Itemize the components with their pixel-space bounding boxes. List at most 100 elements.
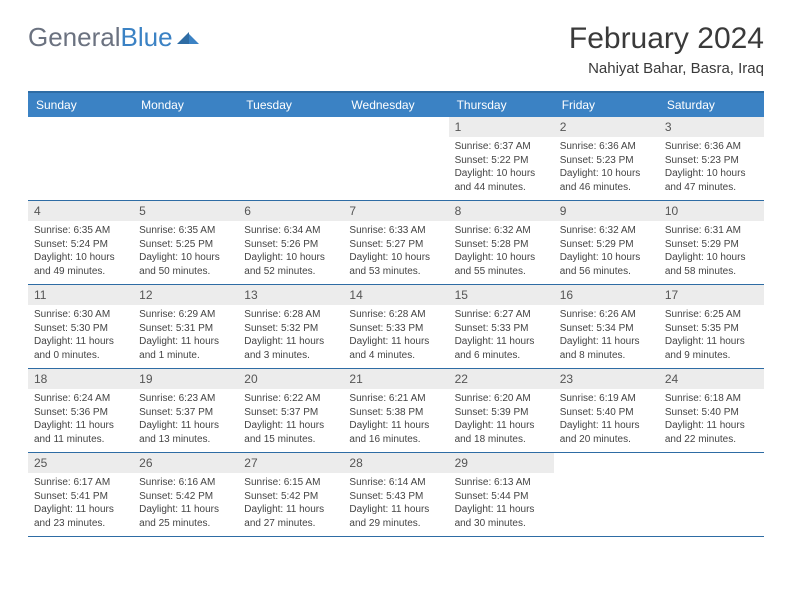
day-info: Sunrise: 6:23 AMSunset: 5:37 PMDaylight:…: [133, 389, 238, 452]
calendar-cell: 18Sunrise: 6:24 AMSunset: 5:36 PMDayligh…: [28, 369, 133, 452]
day-number: 23: [554, 369, 659, 389]
day-header-cell: Sunday: [28, 93, 133, 117]
day-number: 25: [28, 453, 133, 473]
calendar-cell: 8Sunrise: 6:32 AMSunset: 5:28 PMDaylight…: [449, 201, 554, 284]
calendar-cell: 12Sunrise: 6:29 AMSunset: 5:31 PMDayligh…: [133, 285, 238, 368]
calendar-cell: 26Sunrise: 6:16 AMSunset: 5:42 PMDayligh…: [133, 453, 238, 536]
calendar-cell: 24Sunrise: 6:18 AMSunset: 5:40 PMDayligh…: [659, 369, 764, 452]
day-header-row: SundayMondayTuesdayWednesdayThursdayFrid…: [28, 93, 764, 117]
day-info: Sunrise: 6:32 AMSunset: 5:28 PMDaylight:…: [449, 221, 554, 284]
calendar: SundayMondayTuesdayWednesdayThursdayFrid…: [28, 91, 764, 537]
logo-icon: [177, 28, 205, 48]
calendar-cell: 1Sunrise: 6:37 AMSunset: 5:22 PMDaylight…: [449, 117, 554, 200]
day-number: 17: [659, 285, 764, 305]
day-header-cell: Friday: [554, 93, 659, 117]
calendar-cell: 27Sunrise: 6:15 AMSunset: 5:42 PMDayligh…: [238, 453, 343, 536]
day-number: 29: [449, 453, 554, 473]
calendar-cell: 21Sunrise: 6:21 AMSunset: 5:38 PMDayligh…: [343, 369, 448, 452]
calendar-cell: 6Sunrise: 6:34 AMSunset: 5:26 PMDaylight…: [238, 201, 343, 284]
title-block: February 2024 Nahiyat Bahar, Basra, Iraq: [569, 22, 764, 77]
calendar-cell: 29Sunrise: 6:13 AMSunset: 5:44 PMDayligh…: [449, 453, 554, 536]
day-number: 7: [343, 201, 448, 221]
day-info: Sunrise: 6:35 AMSunset: 5:24 PMDaylight:…: [28, 221, 133, 284]
calendar-cell: .: [659, 453, 764, 536]
logo: GeneralBlue: [28, 22, 205, 53]
day-number: 5: [133, 201, 238, 221]
day-info: Sunrise: 6:35 AMSunset: 5:25 PMDaylight:…: [133, 221, 238, 284]
week-row: . . . . 1Sunrise: 6:37 AMSunset: 5:22 PM…: [28, 117, 764, 201]
day-number: 10: [659, 201, 764, 221]
day-number: 15: [449, 285, 554, 305]
day-info: Sunrise: 6:25 AMSunset: 5:35 PMDaylight:…: [659, 305, 764, 368]
calendar-cell: .: [554, 453, 659, 536]
day-number: 26: [133, 453, 238, 473]
calendar-cell: 23Sunrise: 6:19 AMSunset: 5:40 PMDayligh…: [554, 369, 659, 452]
calendar-cell: 15Sunrise: 6:27 AMSunset: 5:33 PMDayligh…: [449, 285, 554, 368]
day-info: Sunrise: 6:33 AMSunset: 5:27 PMDaylight:…: [343, 221, 448, 284]
week-row: 25Sunrise: 6:17 AMSunset: 5:41 PMDayligh…: [28, 453, 764, 537]
day-info: Sunrise: 6:29 AMSunset: 5:31 PMDaylight:…: [133, 305, 238, 368]
page-header: GeneralBlue February 2024 Nahiyat Bahar,…: [28, 22, 764, 77]
day-header-cell: Monday: [133, 93, 238, 117]
day-info: Sunrise: 6:18 AMSunset: 5:40 PMDaylight:…: [659, 389, 764, 452]
day-info: Sunrise: 6:31 AMSunset: 5:29 PMDaylight:…: [659, 221, 764, 284]
calendar-cell: 17Sunrise: 6:25 AMSunset: 5:35 PMDayligh…: [659, 285, 764, 368]
day-number: 9: [554, 201, 659, 221]
day-info: Sunrise: 6:22 AMSunset: 5:37 PMDaylight:…: [238, 389, 343, 452]
calendar-cell: 2Sunrise: 6:36 AMSunset: 5:23 PMDaylight…: [554, 117, 659, 200]
week-row: 4Sunrise: 6:35 AMSunset: 5:24 PMDaylight…: [28, 201, 764, 285]
day-info: Sunrise: 6:28 AMSunset: 5:33 PMDaylight:…: [343, 305, 448, 368]
calendar-cell: 5Sunrise: 6:35 AMSunset: 5:25 PMDaylight…: [133, 201, 238, 284]
calendar-cell: 11Sunrise: 6:30 AMSunset: 5:30 PMDayligh…: [28, 285, 133, 368]
day-info: Sunrise: 6:30 AMSunset: 5:30 PMDaylight:…: [28, 305, 133, 368]
calendar-cell: 16Sunrise: 6:26 AMSunset: 5:34 PMDayligh…: [554, 285, 659, 368]
day-header-cell: Tuesday: [238, 93, 343, 117]
day-info: Sunrise: 6:36 AMSunset: 5:23 PMDaylight:…: [554, 137, 659, 200]
day-number: 8: [449, 201, 554, 221]
day-number: 19: [133, 369, 238, 389]
calendar-cell: 25Sunrise: 6:17 AMSunset: 5:41 PMDayligh…: [28, 453, 133, 536]
day-number: 4: [28, 201, 133, 221]
calendar-cell: .: [238, 117, 343, 200]
day-number: 3: [659, 117, 764, 137]
logo-text-general: General: [28, 22, 121, 53]
day-header-cell: Saturday: [659, 93, 764, 117]
day-info: Sunrise: 6:20 AMSunset: 5:39 PMDaylight:…: [449, 389, 554, 452]
calendar-cell: 9Sunrise: 6:32 AMSunset: 5:29 PMDaylight…: [554, 201, 659, 284]
logo-text-blue: Blue: [121, 22, 173, 53]
day-number: 6: [238, 201, 343, 221]
day-number: 18: [28, 369, 133, 389]
calendar-cell: 20Sunrise: 6:22 AMSunset: 5:37 PMDayligh…: [238, 369, 343, 452]
calendar-cell: 28Sunrise: 6:14 AMSunset: 5:43 PMDayligh…: [343, 453, 448, 536]
day-info: Sunrise: 6:13 AMSunset: 5:44 PMDaylight:…: [449, 473, 554, 536]
day-number: 21: [343, 369, 448, 389]
day-number: 24: [659, 369, 764, 389]
day-info: Sunrise: 6:21 AMSunset: 5:38 PMDaylight:…: [343, 389, 448, 452]
day-info: Sunrise: 6:26 AMSunset: 5:34 PMDaylight:…: [554, 305, 659, 368]
calendar-cell: 3Sunrise: 6:36 AMSunset: 5:23 PMDaylight…: [659, 117, 764, 200]
day-number: 11: [28, 285, 133, 305]
calendar-cell: .: [133, 117, 238, 200]
calendar-cell: 13Sunrise: 6:28 AMSunset: 5:32 PMDayligh…: [238, 285, 343, 368]
day-info: Sunrise: 6:15 AMSunset: 5:42 PMDaylight:…: [238, 473, 343, 536]
day-info: Sunrise: 6:28 AMSunset: 5:32 PMDaylight:…: [238, 305, 343, 368]
calendar-cell: 4Sunrise: 6:35 AMSunset: 5:24 PMDaylight…: [28, 201, 133, 284]
day-info: Sunrise: 6:19 AMSunset: 5:40 PMDaylight:…: [554, 389, 659, 452]
day-number: 16: [554, 285, 659, 305]
day-info: Sunrise: 6:16 AMSunset: 5:42 PMDaylight:…: [133, 473, 238, 536]
calendar-cell: .: [343, 117, 448, 200]
day-info: Sunrise: 6:14 AMSunset: 5:43 PMDaylight:…: [343, 473, 448, 536]
day-number: 1: [449, 117, 554, 137]
day-info: Sunrise: 6:37 AMSunset: 5:22 PMDaylight:…: [449, 137, 554, 200]
day-number: 20: [238, 369, 343, 389]
day-number: 22: [449, 369, 554, 389]
calendar-cell: 10Sunrise: 6:31 AMSunset: 5:29 PMDayligh…: [659, 201, 764, 284]
calendar-cell: 14Sunrise: 6:28 AMSunset: 5:33 PMDayligh…: [343, 285, 448, 368]
day-info: Sunrise: 6:32 AMSunset: 5:29 PMDaylight:…: [554, 221, 659, 284]
day-info: Sunrise: 6:34 AMSunset: 5:26 PMDaylight:…: [238, 221, 343, 284]
month-title: February 2024: [569, 22, 764, 56]
day-number: 13: [238, 285, 343, 305]
day-number: 2: [554, 117, 659, 137]
day-info: Sunrise: 6:17 AMSunset: 5:41 PMDaylight:…: [28, 473, 133, 536]
week-row: 18Sunrise: 6:24 AMSunset: 5:36 PMDayligh…: [28, 369, 764, 453]
